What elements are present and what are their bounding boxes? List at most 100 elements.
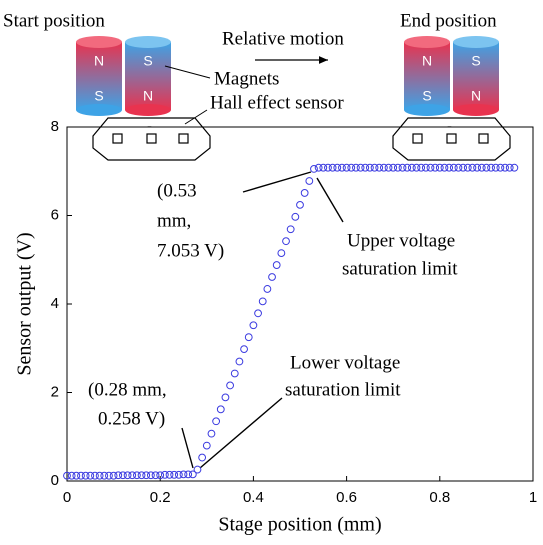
point: [459, 163, 468, 172]
point: [151, 471, 160, 480]
point: [510, 163, 519, 172]
point: [119, 471, 127, 480]
point: [142, 471, 151, 480]
x-axis-label: Stage position (mm): [218, 514, 381, 536]
point: [240, 345, 248, 354]
point: [114, 471, 123, 480]
end-magnets: N S S N: [404, 36, 499, 116]
point: [435, 163, 444, 172]
y-tick-label: 8: [51, 118, 59, 135]
pole: N: [94, 53, 104, 69]
leader: [181, 427, 194, 469]
point: [235, 357, 244, 366]
point: [249, 321, 258, 330]
point: [389, 163, 398, 172]
annotation: saturation limit: [342, 258, 458, 279]
annotation: Lower voltage: [290, 352, 400, 373]
leader: [184, 109, 208, 125]
annotation: 7.053 V): [157, 240, 224, 261]
point: [128, 471, 137, 480]
point: [207, 429, 216, 438]
x-tick-label: 0.2: [150, 489, 171, 506]
point: [179, 470, 188, 479]
point: [216, 405, 225, 414]
point: [170, 470, 179, 479]
y-tick-label: 2: [51, 383, 59, 400]
sensor-mark: -: [147, 118, 152, 135]
annotation: (0.53: [157, 180, 197, 201]
point: [146, 471, 155, 480]
point: [482, 163, 491, 172]
point: [81, 471, 90, 480]
point: [505, 163, 514, 172]
point: [352, 163, 360, 172]
point: [254, 309, 262, 318]
point: [412, 163, 421, 172]
point: [496, 163, 505, 172]
point: [375, 163, 384, 172]
leader: [242, 171, 312, 193]
x-tick-label: 0.8: [429, 489, 450, 506]
point: [487, 163, 495, 172]
point: [156, 471, 165, 480]
start-label: Start position: [3, 10, 105, 31]
point: [165, 470, 174, 479]
point: [72, 471, 81, 480]
point: [324, 163, 332, 172]
point: [272, 261, 281, 269]
sensor-mark: -: [447, 118, 452, 135]
point: [268, 273, 276, 281]
point: [109, 471, 118, 480]
point: [310, 165, 318, 173]
point: [403, 163, 412, 172]
sensor-label: Hall effect sensor: [210, 92, 344, 113]
point: [184, 470, 193, 479]
point: [477, 163, 486, 172]
point: [188, 470, 197, 479]
point: [398, 163, 407, 172]
x-tick-label: 1: [529, 489, 537, 506]
point: [473, 163, 481, 172]
point: [333, 163, 342, 172]
y-tick-label: 4: [51, 295, 59, 312]
point: [123, 471, 132, 480]
y-axis-label: Sensor output (V): [14, 232, 36, 375]
point: [319, 163, 328, 172]
point: [160, 470, 169, 479]
point: [286, 225, 295, 234]
point: [202, 441, 211, 450]
magnets-label: Magnets: [214, 68, 279, 89]
point: [133, 471, 141, 480]
point: [393, 163, 402, 172]
pole: N: [143, 88, 153, 104]
point: [370, 163, 379, 172]
point: [501, 163, 509, 172]
leader: [164, 65, 211, 79]
point: [282, 237, 290, 246]
point: [263, 285, 272, 293]
point: [221, 393, 230, 402]
point: [356, 163, 365, 172]
x-tick-label: 0.6: [336, 489, 357, 506]
pole: S: [471, 53, 480, 69]
point: [77, 471, 85, 480]
point: [95, 471, 104, 480]
point: [407, 163, 416, 172]
point: [193, 465, 202, 474]
point: [347, 163, 356, 172]
point: [277, 249, 286, 258]
point: [431, 163, 440, 172]
point: [212, 417, 221, 426]
point: [445, 163, 454, 172]
plot: 0 0.2 0.4 0.6 0.8 1 0 2 4 6 8: [51, 118, 538, 506]
annotation: mm,: [157, 210, 191, 231]
y-tick-label: 0: [51, 472, 59, 489]
pole: S: [422, 88, 431, 104]
point: [174, 470, 183, 479]
point: [226, 381, 235, 390]
point: [384, 163, 393, 172]
pole: N: [422, 53, 432, 69]
sensors: [92, 117, 511, 161]
point: [342, 163, 351, 172]
